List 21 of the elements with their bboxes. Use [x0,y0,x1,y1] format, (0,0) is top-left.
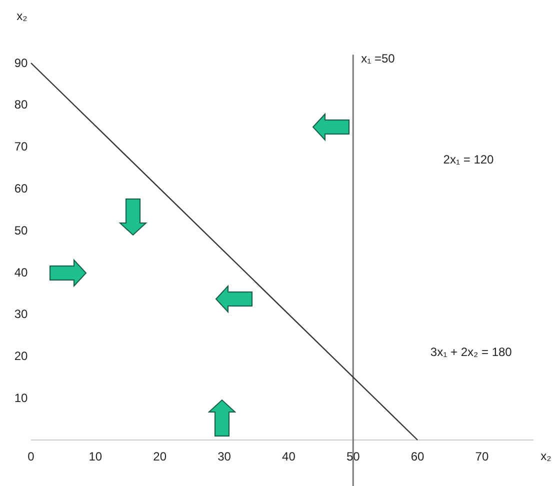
ref-line-label: x₁ =50 [361,52,396,66]
annotation: 2x₁ = 120 [443,152,494,167]
x-tick-label: 30 [218,450,232,464]
y-tick-label: 10 [14,390,28,405]
y-tick-label: 70 [14,140,28,154]
y-tick-label: 50 [14,223,28,238]
y-tick-label: 30 [14,307,28,322]
x-axis-title: x₂ [540,449,552,463]
y-tick-label: 60 [14,182,28,196]
y-axis-title: x₂ [16,9,28,23]
x-tick-label: 70 [475,450,489,464]
text: 3x₁ + 2x₂ = 180 [430,345,512,360]
y-tick-label: 40 [14,265,28,280]
y-tick-label: 90 [14,56,28,70]
y-tick-label: 80 [14,98,28,112]
x-tick-label: 10 [88,450,102,464]
y-tick-label: 20 [14,349,28,364]
x-tick-label: 40 [282,450,296,464]
x-tick-label: 60 [410,450,425,464]
x-tick-label: 20 [153,450,167,464]
x-tick-label: 0 [28,450,35,464]
